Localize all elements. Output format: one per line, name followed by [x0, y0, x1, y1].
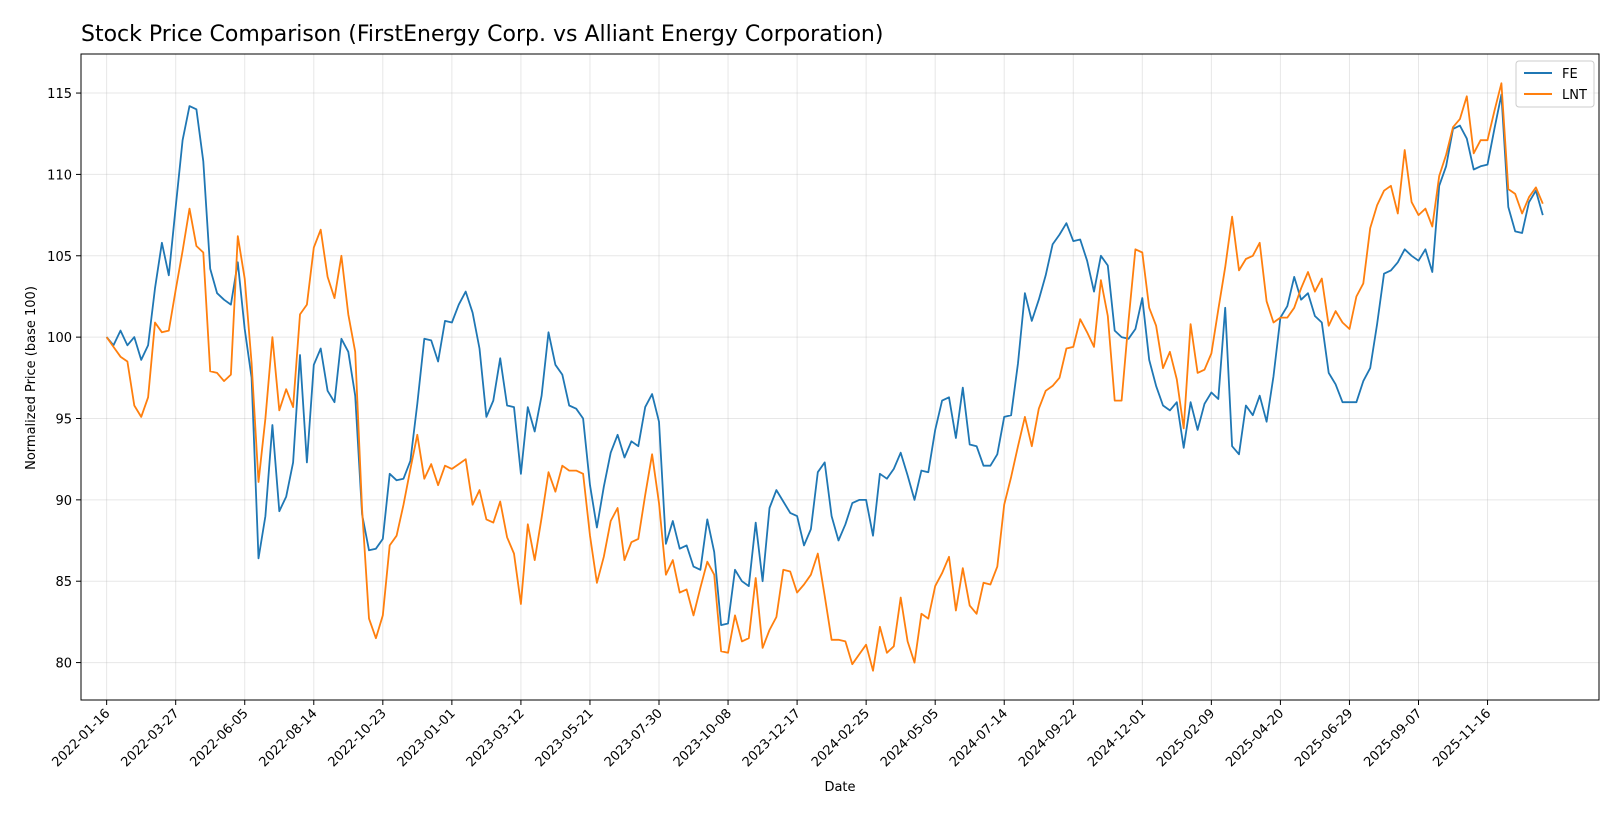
y-axis-ticks: 80 85 90 95 100 105 110 115	[47, 87, 81, 672]
legend-label-lnt: LNT	[1562, 88, 1587, 103]
x-axis-label: Date	[824, 780, 855, 795]
y-tick-label: 90	[55, 494, 72, 509]
series-lines	[105, 82, 1544, 672]
legend-label-fe: FE	[1562, 67, 1578, 82]
y-tick-label: 80	[55, 657, 72, 672]
series-line-lnt	[105, 82, 1544, 672]
y-tick-label: 95	[55, 412, 72, 427]
y-axis-label: Normalized Price (base 100)	[24, 286, 39, 470]
y-tick-label: 115	[47, 87, 72, 102]
y-tick-label: 110	[47, 168, 72, 183]
y-tick-label: 85	[55, 575, 72, 590]
series-line-fe	[105, 93, 1544, 626]
y-tick-label: 105	[47, 250, 72, 265]
legend: FE LNT	[1515, 60, 1595, 108]
plot-area-frame	[80, 53, 1600, 701]
y-tick-label: 100	[47, 331, 72, 346]
grid	[81, 54, 1599, 700]
chart-title: Stock Price Comparison (FirstEnergy Corp…	[81, 22, 883, 47]
